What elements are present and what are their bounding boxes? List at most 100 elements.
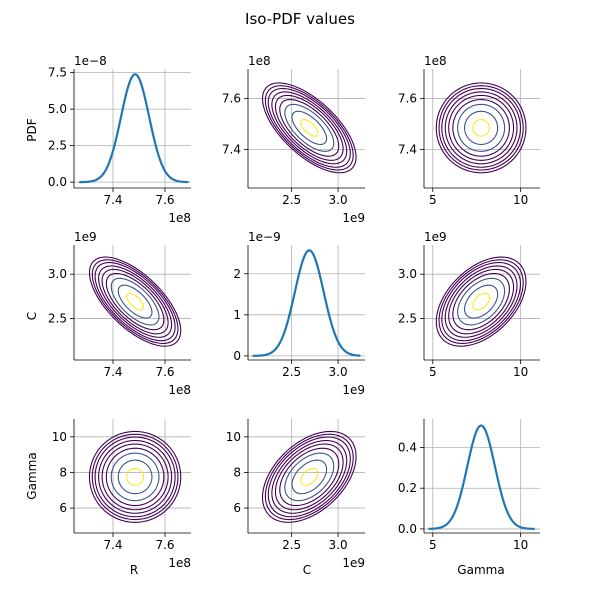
iso-pdf-contour-2-5 [98, 265, 173, 338]
iso-pdf-contour-1-1 [464, 110, 499, 145]
contour-3-xtick-label-1: 10 [513, 365, 528, 379]
iso-pdf-contour-5-2 [284, 452, 335, 502]
pdf-0-ytick-label-2: 5.0 [48, 102, 67, 116]
iso-pdf-contour-1-0 [472, 119, 490, 137]
contour-4-ytick-label-1: 8 [59, 465, 67, 479]
iso-pdf-contour-0-2 [284, 103, 335, 152]
iso-pdf-contour-1-6 [441, 87, 521, 168]
contour-0-xtick-label-0: 2.5 [282, 193, 301, 207]
pdf-1-ytick-label-0: 0 [233, 349, 241, 363]
contour-3-ytick-label-0: 2.5 [398, 311, 417, 325]
iso-pdf-contour-4-8 [88, 430, 182, 523]
contour-3-xtick-label-0: 5 [429, 365, 437, 379]
iso-pdf-contour-5-1 [291, 459, 328, 495]
iso-pdf-contour-4-3 [105, 447, 165, 507]
contour-0-xtick-label-1: 3.0 [329, 193, 348, 207]
iso-pdf-contour-0-7 [264, 85, 354, 171]
iso-pdf-contour-3-4 [448, 268, 515, 335]
iso-pdf-contour-4-2 [110, 452, 160, 502]
contour-5-ytick-label-1: 8 [233, 465, 241, 479]
iso-pdf-contour-3-7 [438, 259, 524, 344]
iso-pdf-contour-4-7 [91, 433, 179, 521]
contour-2-x-offset: 1e8 [168, 383, 191, 397]
iso-pdf-contour-3-2 [457, 277, 506, 326]
iso-pdf-contour-5-0 [300, 467, 319, 486]
iso-pdf-contour-5-3 [279, 447, 340, 507]
contour-lines-5 [261, 430, 357, 523]
pdf-curve-r [79, 73, 189, 184]
contour-2-xtick-label-1: 7.6 [155, 365, 174, 379]
contour-1-ytick-label-0: 7.4 [398, 143, 417, 157]
pdf-panel-gamma: 5 10 0.0 0.2 0.4 [398, 419, 540, 552]
pdf-panel-r: 7.4 7.6 0.0 2.5 5.0 7.5 1e8 1e−8 [48, 54, 191, 225]
iso-pdf-contour-1-8 [435, 82, 527, 174]
contour-4-xtick-label-1: 7.6 [155, 538, 174, 552]
contour-lines-2 [88, 256, 182, 347]
pdf-1-xtick-label-1: 3.0 [329, 365, 348, 379]
iso-pdf-contour-3-5 [444, 265, 518, 338]
iso-pdf-contour-2-4 [101, 268, 169, 335]
iso-pdf-contour-2-2 [110, 277, 160, 326]
iso-pdf-contour-0-8 [261, 82, 357, 174]
iso-pdf-contour-3-6 [441, 261, 521, 342]
contour-5-ytick-label-0: 6 [233, 501, 241, 515]
iso-pdf-contour-1-3 [452, 98, 510, 157]
contour-lines-0 [261, 82, 357, 174]
iso-pdf-contour-1-5 [444, 91, 518, 165]
xlabel-col-2: Gamma [457, 563, 504, 577]
contour-panel-c-vs-r: 7.4 7.6 2.5 3.0 1e8 1e9 [48, 230, 191, 397]
contour-lines-3 [435, 256, 527, 347]
iso-pdf-contour-4-1 [117, 459, 153, 495]
figure-title: Iso-PDF values [245, 10, 355, 28]
iso-pdf-contour-2-0 [126, 292, 145, 311]
iso-pdf-contour-3-0 [472, 292, 490, 311]
ylabel-row-2: Gamma [25, 452, 39, 499]
contour-3-y-offset: 1e9 [424, 230, 447, 244]
iso-pdf-contour-3-3 [452, 272, 510, 331]
iso-pdf-contour-2-8 [88, 256, 182, 347]
iso-pdf-contour-2-1 [117, 284, 153, 319]
panels-group: 7.4 7.6 0.0 2.5 5.0 7.5 1e8 1e−8 2.5 3.0 0 1 2 1e9 1e−… [48, 54, 540, 570]
iso-pdf-contour-2-6 [94, 261, 176, 342]
pdf-0-ytick-label-3: 7.5 [48, 66, 67, 80]
iso-pdf-contour-0-6 [267, 87, 351, 168]
iso-pdf-contour-1-7 [438, 85, 524, 171]
contour-2-xtick-label-0: 7.4 [103, 365, 122, 379]
pdf-panel-c: 2.5 3.0 0 1 2 1e9 1e−9 [233, 230, 365, 397]
pdf-1-x-offset: 1e9 [342, 383, 365, 397]
iso-pdf-contour-5-6 [267, 436, 351, 518]
contour-4-xtick-label-0: 7.4 [103, 538, 122, 552]
pdf-0-xtick-label-1: 7.6 [155, 193, 174, 207]
iso-pdf-contour-4-6 [94, 436, 176, 518]
iso-pdf-contour-0-4 [274, 94, 344, 161]
pdf-2-xtick-label-0: 5 [429, 538, 437, 552]
pdf-1-xtick-label-0: 2.5 [282, 365, 301, 379]
iso-pdf-contour-2-3 [105, 272, 165, 331]
contour-2-ytick-label-0: 2.5 [48, 311, 67, 325]
pdf-1-y-offset: 1e−9 [248, 230, 281, 244]
iso-pdf-contour-5-8 [261, 430, 357, 523]
contour-lines-1 [435, 82, 527, 174]
contour-1-xtick-label-0: 5 [429, 193, 437, 207]
contour-panel-r-vs-c: 2.5 3.0 7.4 7.6 1e9 1e8 [222, 54, 365, 225]
iso-pdf-contour-0-5 [271, 91, 348, 165]
contour-3-ytick-label-1: 3.0 [398, 267, 417, 281]
iso-pdf-contour-1-4 [448, 94, 515, 161]
contour-0-x-offset: 1e9 [342, 211, 365, 225]
contour-panel-gamma-vs-r: 7.4 7.6 6 8 10 1e8 [52, 419, 191, 570]
contour-0-ytick-label-1: 7.6 [222, 91, 241, 105]
contour-5-x-offset: 1e9 [342, 556, 365, 570]
contour-panel-gamma-vs-c: 2.5 3.0 6 8 10 1e9 [226, 419, 365, 570]
iso-pdf-contour-4-5 [98, 439, 173, 514]
pdf-0-xtick-label-0: 7.4 [103, 193, 122, 207]
iso-pdf-contour-4-0 [126, 467, 145, 486]
pdf-0-ytick-label-1: 2.5 [48, 139, 67, 153]
contour-2-y-offset: 1e9 [74, 230, 97, 244]
pdf-curve-c [252, 249, 361, 357]
iso-pdf-contour-3-8 [435, 256, 527, 347]
xlabel-col-0: R [130, 563, 138, 577]
pdf-2-xtick-label-1: 10 [513, 538, 528, 552]
iso-pdf-contour-3-1 [464, 284, 499, 319]
xlabel-col-1: C [303, 563, 311, 577]
contour-4-x-offset: 1e8 [168, 556, 191, 570]
